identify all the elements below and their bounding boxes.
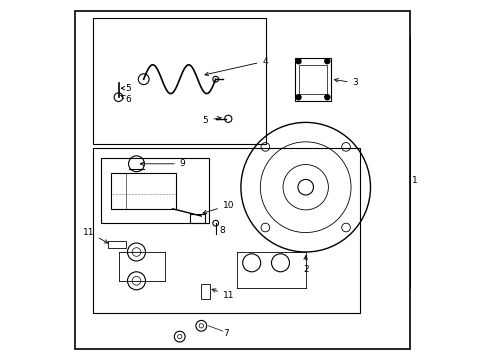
Text: 4: 4 (204, 57, 267, 76)
Text: 11: 11 (82, 228, 108, 243)
Text: 8: 8 (219, 226, 224, 235)
Bar (111, 173, 176, 209)
Text: 11: 11 (212, 289, 234, 300)
Bar (93, 18, 265, 144)
Bar (298, 65, 326, 94)
Circle shape (324, 95, 329, 100)
Text: 5: 5 (203, 116, 221, 125)
Text: 3: 3 (334, 78, 358, 87)
Text: 9: 9 (140, 159, 185, 168)
Text: 2: 2 (302, 256, 308, 275)
Circle shape (324, 59, 329, 64)
Circle shape (295, 59, 301, 64)
Text: 7: 7 (223, 328, 228, 338)
Text: 5: 5 (121, 84, 131, 93)
Bar (101, 158, 208, 223)
Bar (201, 284, 210, 299)
Text: 10: 10 (203, 201, 234, 214)
Text: 1: 1 (411, 176, 417, 185)
Bar (93, 148, 359, 313)
Bar (190, 214, 204, 223)
Circle shape (295, 95, 301, 100)
Text: 6: 6 (120, 95, 131, 104)
Bar (107, 241, 125, 248)
Bar (294, 58, 330, 101)
